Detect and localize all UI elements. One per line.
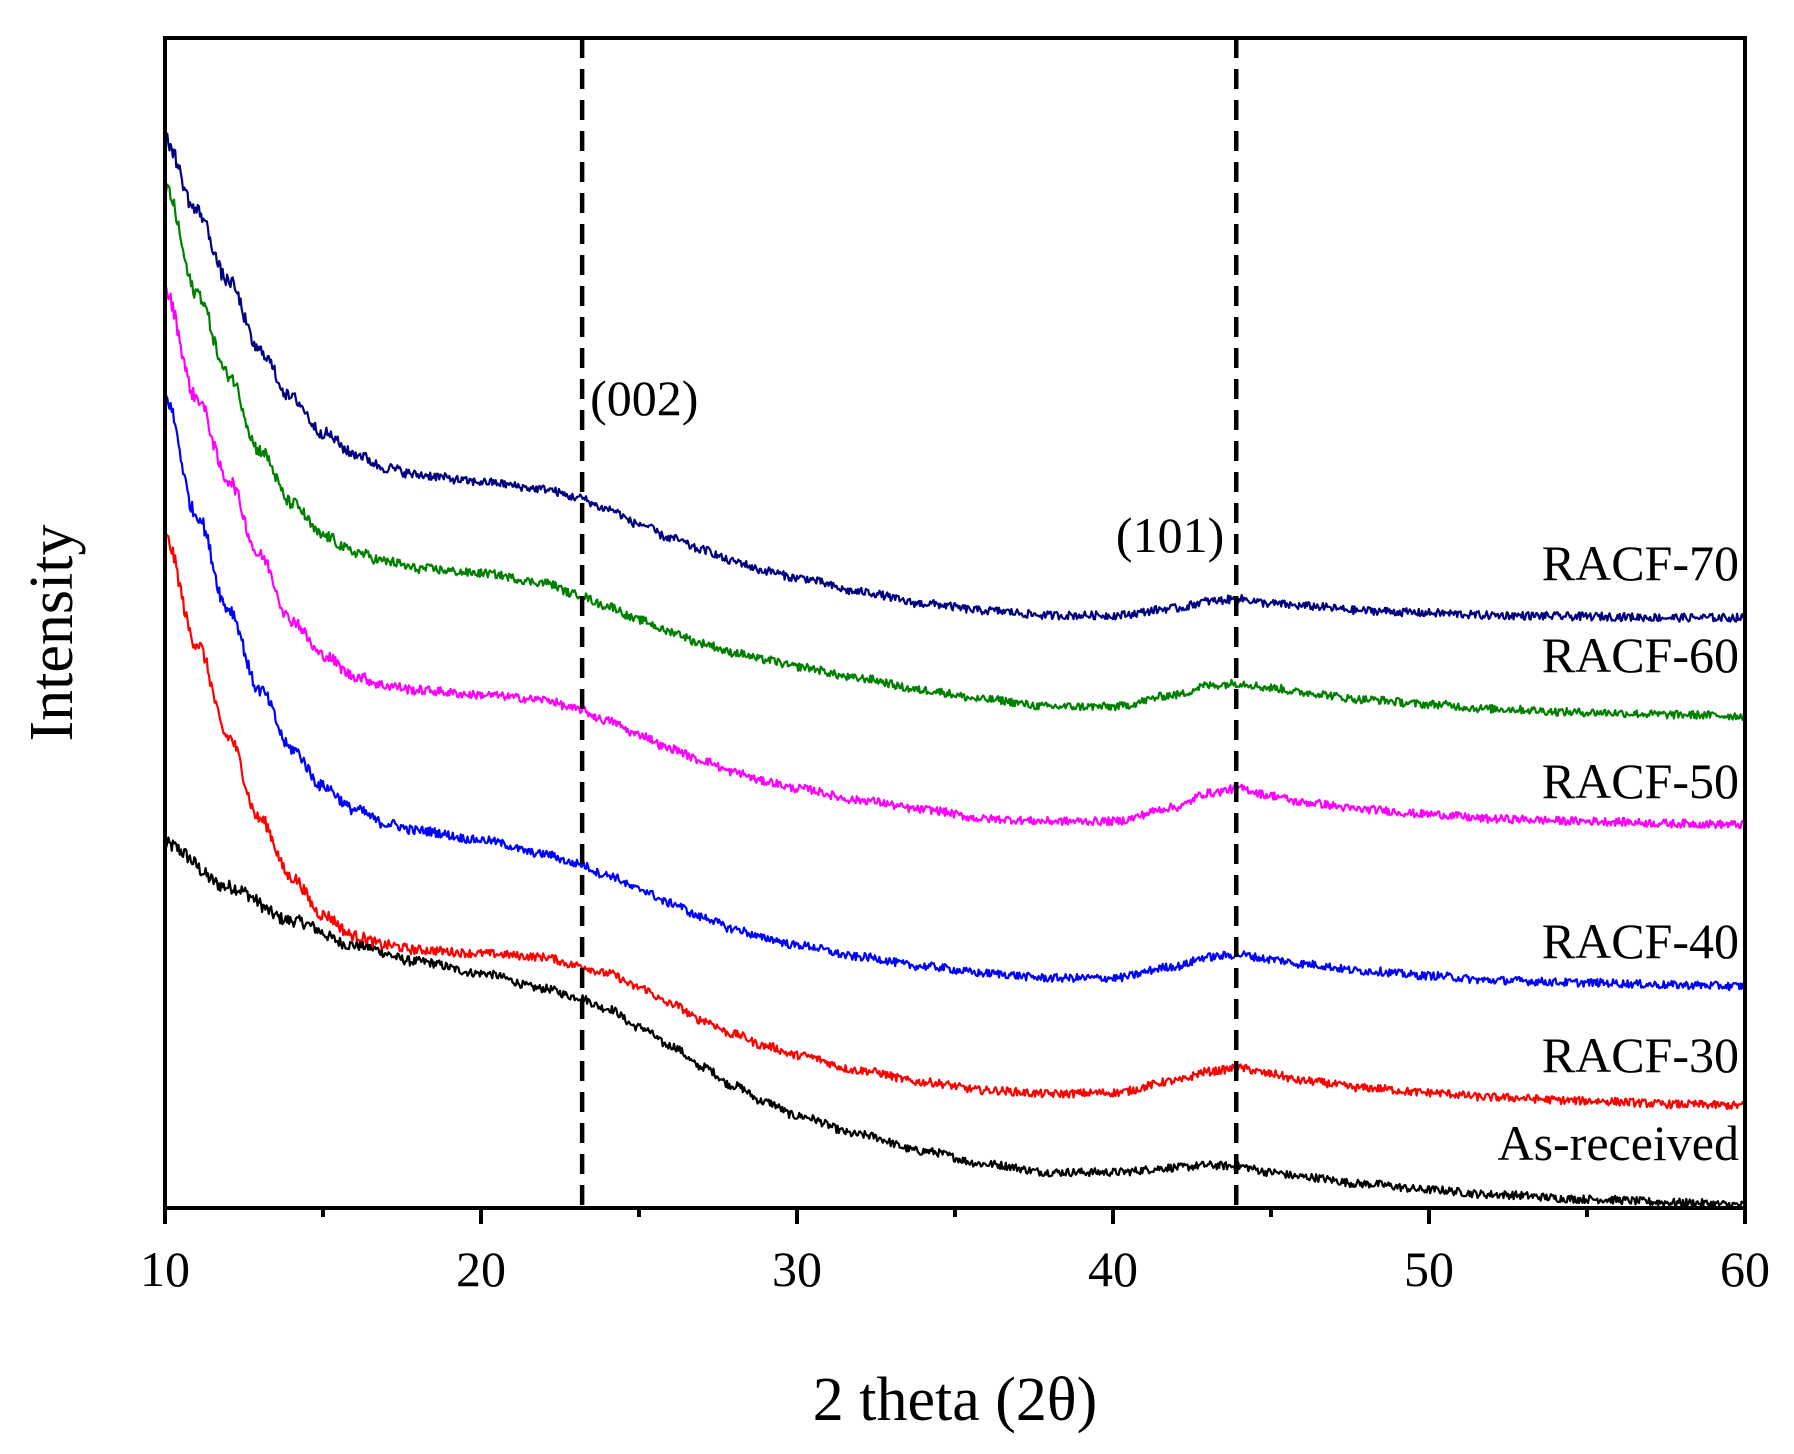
series-label-racf-30: RACF-30 [1542, 1027, 1739, 1083]
x-tick-label: 10 [140, 1241, 190, 1297]
series-layer [163, 132, 1747, 1210]
series-label-as-received: As-received [1497, 1115, 1739, 1171]
annotation-label-0: (002) [590, 370, 698, 426]
x-tick-label: 30 [772, 1241, 822, 1297]
series-label-racf-60: RACF-60 [1542, 627, 1739, 683]
label-layer: (002) (101) 10 20 30 40 50 60 2 theta (2θ) Intens… [18, 370, 1770, 1434]
annotation-layer [579, 38, 1239, 1208]
x-tick-label: 40 [1088, 1241, 1138, 1297]
y-axis-title: Intensity [18, 525, 86, 742]
axis-layer [163, 36, 1747, 1224]
series-line-racf-70 [163, 132, 1746, 623]
x-tick-label: 20 [456, 1241, 506, 1297]
series-line-racf-60 [163, 183, 1747, 721]
series-label-racf-70: RACF-70 [1542, 535, 1739, 591]
series-label-racf-50: RACF-50 [1542, 753, 1739, 809]
x-tick-label: 50 [1404, 1241, 1454, 1297]
x-axis-title: 2 theta (2θ) [813, 1366, 1097, 1434]
series-line-racf-40 [164, 394, 1747, 992]
series-line-racf-50 [163, 285, 1746, 830]
series-line-as-received [163, 836, 1746, 1210]
series-line-racf-30 [163, 532, 1746, 1111]
series-label-racf-40: RACF-40 [1542, 913, 1739, 969]
x-tick-label: 60 [1720, 1241, 1770, 1297]
annotation-label-1: (101) [1116, 507, 1224, 563]
